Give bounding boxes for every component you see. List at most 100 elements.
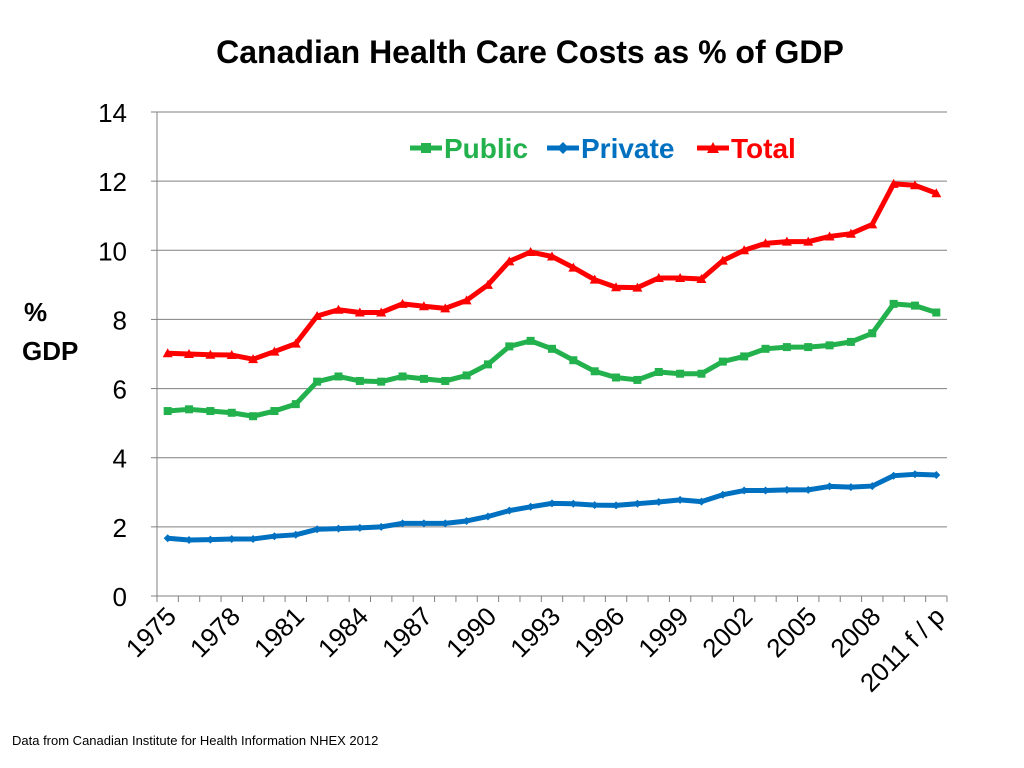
x-tick-label: 1993 (504, 601, 566, 663)
data-point-total (226, 350, 237, 360)
data-point-total (824, 231, 835, 241)
series-private (163, 470, 941, 544)
data-point-total (867, 219, 878, 229)
data-point-public (868, 329, 877, 338)
data-point-private (548, 499, 556, 508)
data-point-private (419, 519, 428, 528)
legend-label-public: Public (444, 133, 528, 164)
data-point-total (781, 236, 792, 246)
data-point-private (676, 495, 685, 504)
data-point-private (249, 534, 258, 543)
data-point-total (675, 272, 686, 282)
data-point-public (633, 375, 642, 384)
data-point-total (717, 255, 728, 265)
legend-marker-private (557, 142, 569, 154)
data-point-total (162, 348, 173, 358)
data-point-total (440, 303, 451, 313)
data-point-total (269, 346, 280, 356)
y-axis-label-line-2: GDP (22, 336, 78, 366)
gridlines (157, 111, 947, 528)
x-tick-label: 1984 (312, 601, 374, 663)
data-point-public (612, 373, 621, 382)
data-point-total (354, 307, 365, 317)
x-tick-labels: 1975 1978 1981 1984 1987 1990 1993 1996 1999 2002… (120, 601, 951, 698)
legend-marker-total (707, 142, 719, 153)
data-point-private (718, 490, 727, 499)
data-point-public (462, 371, 471, 380)
data-point-private (483, 512, 492, 521)
data-point-private (526, 502, 535, 511)
legend-marker-public (421, 143, 431, 153)
source-note: Data from Canadian Institute for Health … (12, 733, 378, 748)
y-tick-labels: 0 2 4 6 8 10 12 14 (98, 98, 127, 612)
data-point-public (270, 407, 279, 416)
data-point-public (419, 374, 428, 383)
x-tick-label: 1978 (184, 601, 246, 663)
data-point-private (654, 497, 663, 506)
data-point-private (761, 486, 770, 495)
x-tick-label: 1996 (568, 601, 630, 663)
data-point-private (782, 485, 791, 494)
data-point-private (697, 497, 706, 506)
y-axis-label-line-1: % (24, 297, 47, 327)
data-point-public (206, 407, 215, 416)
data-point-public (932, 308, 941, 317)
axes (151, 111, 948, 602)
data-point-private (270, 532, 279, 541)
data-point-total (888, 178, 899, 188)
data-point-public (846, 337, 855, 346)
y-tick-label: 4 (113, 444, 127, 474)
y-tick-label: 14 (98, 98, 127, 128)
data-point-private (206, 535, 215, 544)
data-point-private (313, 525, 322, 534)
data-point-private (612, 501, 621, 510)
data-series (162, 178, 942, 544)
data-point-total (290, 338, 301, 348)
series-line-public (165, 301, 939, 419)
data-point-private (377, 522, 386, 531)
data-point-total (568, 262, 579, 272)
x-tick-label: 2002 (696, 601, 758, 663)
data-point-total (205, 349, 216, 359)
data-point-public (825, 341, 834, 350)
data-point-total (589, 274, 600, 284)
data-point-total (653, 272, 664, 282)
data-point-public (889, 299, 898, 308)
data-point-total (931, 188, 942, 198)
data-point-public (483, 360, 492, 369)
data-point-public (569, 356, 578, 365)
series-line-total (165, 181, 939, 362)
data-point-public (910, 301, 919, 310)
data-point-total (632, 282, 643, 292)
data-point-public (676, 369, 685, 378)
data-point-total (312, 310, 323, 320)
x-tick-label: 1987 (376, 601, 438, 663)
data-point-public (185, 405, 194, 414)
data-point-private (569, 499, 578, 508)
data-point-public (163, 407, 172, 416)
data-point-private (633, 499, 642, 508)
data-point-public (313, 377, 322, 386)
data-point-total (418, 301, 429, 311)
legend: Public Private Total (410, 133, 796, 164)
data-point-total (760, 238, 771, 248)
data-point-public (740, 352, 749, 361)
y-tick-label: 0 (113, 582, 127, 612)
data-point-public (761, 344, 770, 353)
data-point-total (696, 273, 707, 283)
data-point-total (376, 307, 387, 317)
y-tick-label: 6 (113, 375, 127, 405)
data-point-private (868, 482, 877, 491)
data-point-private (163, 534, 172, 543)
legend-label-total: Total (731, 133, 796, 164)
data-point-public (227, 408, 236, 417)
legend-label-private: Private (581, 133, 674, 164)
chart-title: Canadian Health Care Costs as % of GDP (216, 34, 844, 70)
data-point-private (462, 516, 471, 525)
data-point-private (334, 524, 343, 533)
data-point-public (697, 369, 706, 378)
data-point-total (909, 180, 920, 190)
data-point-private (846, 483, 855, 492)
legend-item-total: Total (697, 133, 796, 164)
data-point-public (718, 357, 727, 366)
